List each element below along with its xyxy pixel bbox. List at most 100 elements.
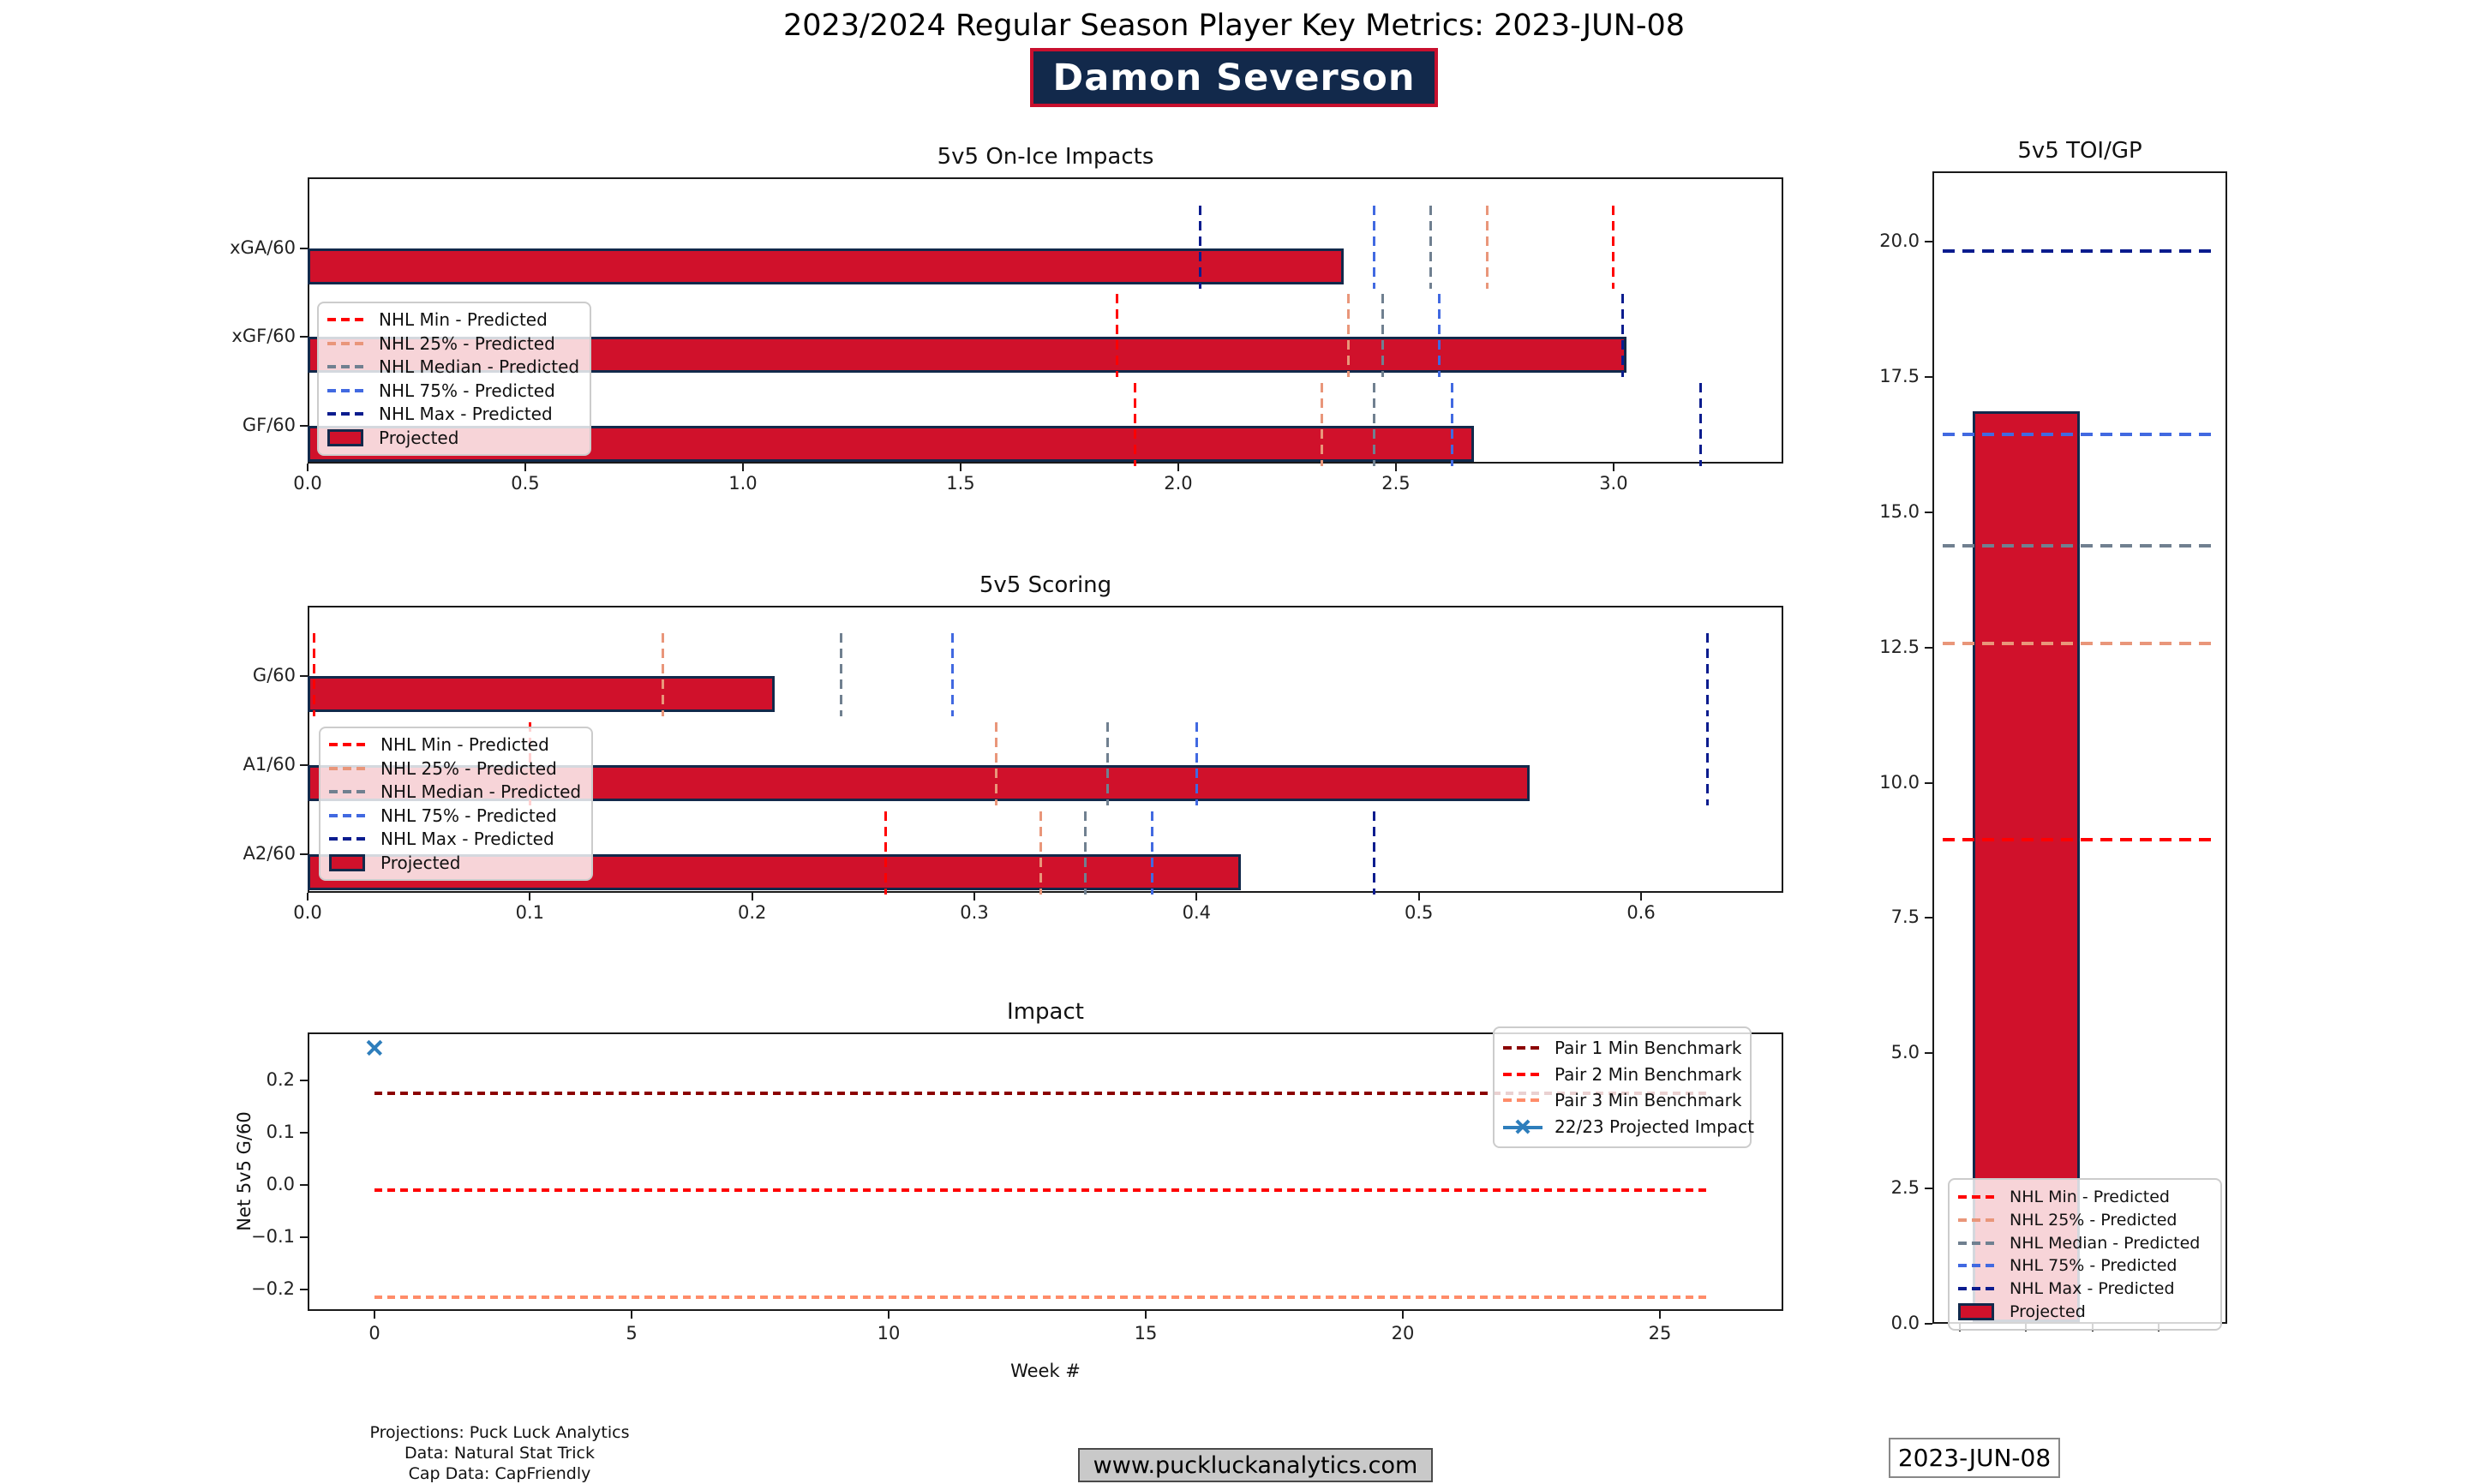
legend-dash-line xyxy=(327,388,367,392)
legend-item: NHL Median - Predicted xyxy=(329,781,583,802)
xtick-mark xyxy=(1177,464,1179,471)
legend-item: NHL 25% - Predicted xyxy=(327,333,581,354)
ytick-label: −0.1 xyxy=(251,1226,295,1247)
legend-swatch-dash xyxy=(329,782,368,801)
xtick-label: 25 xyxy=(1648,1323,1672,1343)
ytick-mark xyxy=(1925,917,1932,919)
chart-title: 5v5 TOI/GP xyxy=(2017,138,2142,164)
xtick-label: 0.2 xyxy=(737,902,767,923)
legend-item: NHL 75% - Predicted xyxy=(1958,1256,2212,1275)
ytick-mark xyxy=(300,675,308,677)
legend-swatch-dash xyxy=(1503,1091,1542,1110)
legend-item: NHL Median - Predicted xyxy=(327,356,581,377)
benchmark-p25-xGA/60 xyxy=(1486,206,1489,289)
benchmark-p75-A1/60 xyxy=(1195,722,1198,805)
ytick-mark xyxy=(300,425,308,427)
ytick-mark xyxy=(1925,646,1932,649)
legend-swatch-dash xyxy=(329,806,368,825)
date-box: 2023-JUN-08 xyxy=(1889,1438,2060,1478)
ytick-label: 2.5 xyxy=(1890,1177,1920,1199)
ytick-label: 0.1 xyxy=(266,1122,295,1142)
xtick-mark xyxy=(751,893,753,901)
legend-projected-patch xyxy=(1958,1303,1994,1321)
ytick-label: A2/60 xyxy=(243,843,296,864)
legend-item: NHL Max - Predicted xyxy=(327,404,581,424)
legend-projected-patch xyxy=(329,853,365,871)
legend-swatch-dash xyxy=(327,310,367,329)
legend-dash-line xyxy=(1503,1072,1542,1076)
xtick-mark xyxy=(1659,1311,1661,1319)
xtick-label: 1.0 xyxy=(728,473,758,494)
legend-item-label: NHL Max - Predicted xyxy=(379,404,553,425)
legend-dash-line xyxy=(327,318,367,322)
chart-title: 5v5 Scoring xyxy=(979,572,1112,598)
ytick-mark xyxy=(1925,781,1932,784)
xtick-mark xyxy=(307,893,308,901)
benchmark-p25-xGF/60 xyxy=(1346,294,1350,377)
ytick-mark xyxy=(300,336,308,338)
xtick-label: 2.0 xyxy=(1164,473,1193,494)
legend-item: 22/23 Projected Impact xyxy=(1503,1116,1754,1137)
xtick-label: 0.0 xyxy=(293,902,322,923)
xtick-mark xyxy=(741,464,744,471)
ytick-label: 5.0 xyxy=(1890,1042,1920,1063)
xtick-mark xyxy=(888,1311,890,1319)
legend-impact: Pair 1 Min Benchmark Pair 2 Min Benchmark… xyxy=(1493,1026,1754,1148)
ytick-label: 0.0 xyxy=(1890,1313,1920,1333)
ytick-mark xyxy=(1925,1052,1932,1055)
xtick-label: 10 xyxy=(877,1323,901,1343)
player-name-badge: Damon Severson xyxy=(1030,48,1438,107)
legend-item-label: NHL Max - Predicted xyxy=(2010,1279,2175,1299)
website-url: www.puckluckanalytics.com xyxy=(1093,1451,1418,1479)
legend-item-label: NHL 75% - Predicted xyxy=(379,380,555,401)
x-axis-label: Week # xyxy=(1010,1361,1081,1381)
legend-item: Pair 3 Min Benchmark xyxy=(1503,1090,1741,1110)
legend-scoring: NHL Min - Predicted NHL 25% - Predicted NH… xyxy=(319,727,593,881)
legend-item: NHL Min - Predicted xyxy=(1958,1188,2212,1206)
benchmark-line-2 xyxy=(374,1188,1711,1193)
xtick-mark xyxy=(1417,893,1420,901)
legend-item: NHL 25% - Predicted xyxy=(329,758,583,779)
chart-title: 5v5 On-Ice Impacts xyxy=(937,144,1154,170)
legend-swatch-dash xyxy=(1958,1279,1998,1298)
ytick-mark xyxy=(300,764,308,766)
credits-line-data: Data: Natural Stat Trick xyxy=(404,1444,595,1463)
xtick-mark xyxy=(1145,1311,1147,1319)
legend-item-label: NHL 25% - Predicted xyxy=(2010,1210,2177,1230)
xtick-mark xyxy=(973,893,975,901)
legend-item-label: NHL 75% - Predicted xyxy=(2010,1256,2177,1276)
legend-item-label: Pair 3 Min Benchmark xyxy=(1554,1090,1742,1111)
date-text: 2023-JUN-08 xyxy=(1897,1444,2052,1472)
legend-swatch-dash xyxy=(327,404,367,423)
ytick-mark xyxy=(300,1236,308,1238)
ytick-mark xyxy=(1925,1323,1932,1325)
bar-xGA/60 xyxy=(308,248,1344,284)
xtick-label: 0 xyxy=(368,1323,380,1343)
benchmark-median-GF/60 xyxy=(1373,383,1375,466)
ytick-label: 0.2 xyxy=(266,1069,295,1090)
legend-item: NHL 25% - Predicted xyxy=(1958,1211,2212,1230)
benchmark-max-xGA/60 xyxy=(1198,206,1201,289)
benchmark-p25-toi xyxy=(1943,641,2218,645)
xtick-mark xyxy=(631,1311,632,1319)
plot-area xyxy=(308,177,1783,464)
ytick-mark xyxy=(1925,375,1932,378)
legend-item-label: Projected xyxy=(379,427,459,448)
benchmark-max-GF/60 xyxy=(1698,383,1702,466)
xtick-label: 0.5 xyxy=(511,473,540,494)
benchmark-p75-toi xyxy=(1943,432,2218,436)
legend-item: Pair 1 Min Benchmark xyxy=(1503,1038,1741,1058)
legend-item: NHL Min - Predicted xyxy=(327,309,581,330)
legend-item: NHL Max - Predicted xyxy=(329,829,583,849)
legend-swatch-patch xyxy=(329,853,368,872)
xtick-label: 0.6 xyxy=(1626,902,1656,923)
legend-item-label: NHL 25% - Predicted xyxy=(379,332,555,354)
legend-item: NHL Max - Predicted xyxy=(1958,1279,2212,1298)
legend-swatch-patch xyxy=(327,428,367,447)
benchmark-p75-A2/60 xyxy=(1150,811,1153,895)
legend-item-label: NHL Median - Predicted xyxy=(379,356,580,378)
legend-item: NHL Median - Predicted xyxy=(1958,1234,2212,1253)
xtick-label: 2.5 xyxy=(1381,473,1411,494)
legend-dash-line xyxy=(329,743,368,747)
ytick-label: 7.5 xyxy=(1890,907,1920,928)
